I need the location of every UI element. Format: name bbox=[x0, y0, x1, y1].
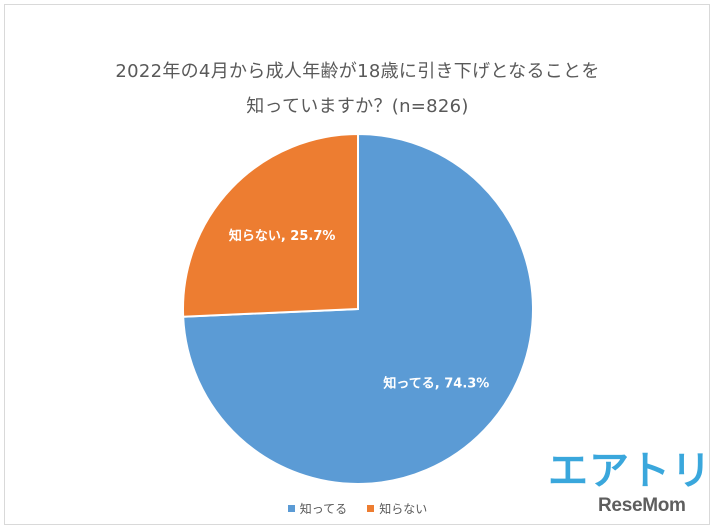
legend-label-does-not-know: 知らない bbox=[379, 502, 428, 516]
pie-data-labels: 知ってる, 74.3% 知らない, 25.7% bbox=[229, 228, 490, 392]
legend-swatch-does-not-know bbox=[367, 505, 375, 512]
legend-item-knows: 知ってる bbox=[287, 500, 348, 517]
resemom-watermark: ReseMom bbox=[598, 495, 686, 516]
legend-label-knows: 知ってる bbox=[299, 502, 348, 516]
pie-slice-does-not-know bbox=[182, 132, 359, 318]
chart-legend: 知ってる 知らない bbox=[0, 500, 715, 517]
pie-slices bbox=[182, 132, 534, 485]
data-label-does-not-know: 知らない, 25.7% bbox=[229, 228, 336, 244]
chart-title-line-1: 2022年の4月から成人年齢が18歳に引き下げとなることを bbox=[115, 61, 600, 82]
brand-logo: エアトリ bbox=[548, 448, 712, 494]
data-label-knows: 知ってる, 74.3% bbox=[383, 376, 489, 392]
legend-item-does-not-know: 知らない bbox=[367, 500, 427, 517]
legend-swatch-knows bbox=[287, 505, 295, 512]
chart-title-line-2: 知っていますか？(n=826) bbox=[246, 96, 469, 117]
